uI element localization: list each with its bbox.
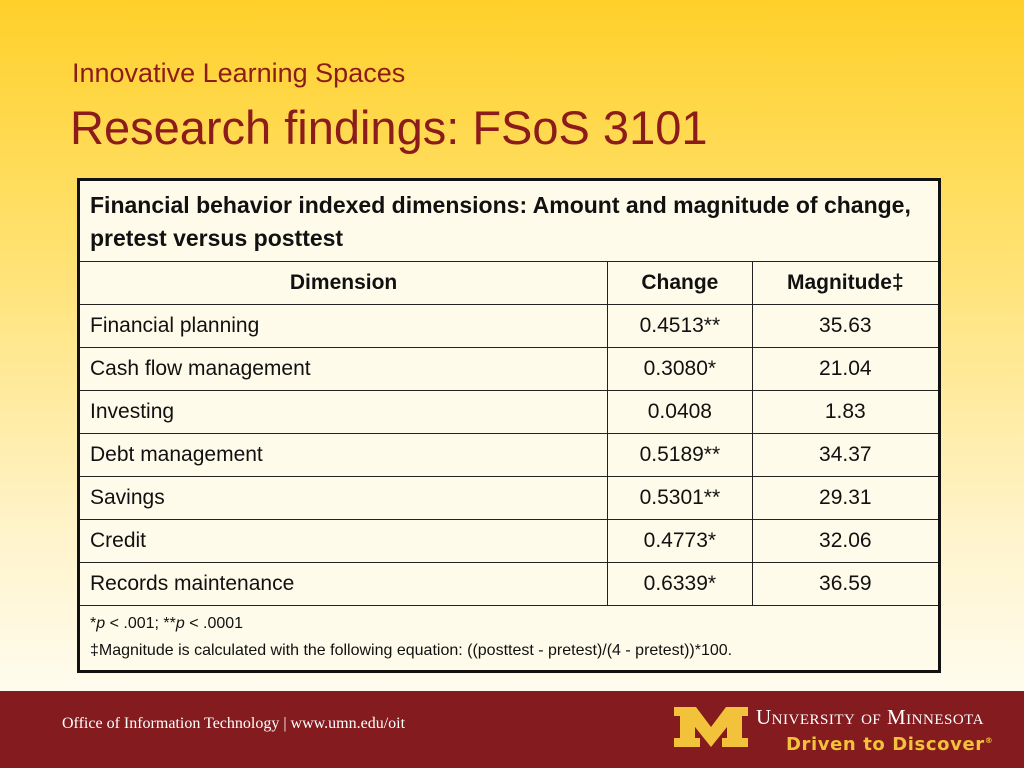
dimension-cell: Investing	[77, 390, 609, 434]
table-row: Savings 0.5301** 29.31	[77, 476, 941, 520]
significance-note: *p < .001; **p < .0001	[90, 615, 244, 632]
magnitude-cell: 32.06	[751, 519, 941, 563]
table-notes: *p < .001; **p < .0001 ‡Magnitude is cal…	[78, 605, 940, 672]
footer-bar: Office of Information Technology | www.u…	[0, 691, 1024, 768]
office-name: Office of Information Technology	[62, 715, 280, 732]
change-cell: 0.5301**	[607, 476, 753, 520]
magnitude-cell: 35.63	[751, 304, 941, 348]
table-row: Records maintenance 0.6339* 36.59	[77, 562, 941, 606]
magnitude-note: ‡Magnitude is calculated with the follow…	[90, 642, 733, 659]
dimension-cell: Records maintenance	[77, 562, 609, 606]
dimension-cell: Credit	[77, 519, 609, 563]
block-m-logo-icon	[674, 707, 748, 747]
dimension-cell: Debt management	[77, 433, 609, 477]
trademark-mark: ®	[984, 736, 994, 745]
change-cell: 0.5189**	[607, 433, 753, 477]
table-caption: Financial behavior indexed dimensions: A…	[78, 179, 940, 262]
table-row: Credit 0.4773* 32.06	[77, 519, 941, 563]
magnitude-cell: 1.83	[751, 390, 941, 434]
findings-table: Financial behavior indexed dimensions: A…	[77, 178, 941, 673]
column-header-magnitude: Magnitude‡	[751, 261, 941, 305]
table-row: Cash flow management 0.3080* 21.04	[77, 347, 941, 391]
change-cell: 0.0408	[607, 390, 753, 434]
university-name: University of Minnesota	[756, 705, 984, 729]
column-header-dimension: Dimension	[77, 261, 609, 305]
table-header-row: Dimension Change Magnitude‡	[77, 261, 941, 305]
magnitude-cell: 29.31	[751, 476, 941, 520]
footer-separator: |	[279, 715, 291, 732]
change-cell: 0.6339*	[607, 562, 753, 606]
column-header-change: Change	[607, 261, 753, 305]
magnitude-cell: 36.59	[751, 562, 941, 606]
change-cell: 0.4773*	[607, 519, 753, 563]
change-cell: 0.3080*	[607, 347, 753, 391]
slide-title: Research findings: FSoS 3101	[70, 101, 708, 154]
dimension-cell: Cash flow management	[77, 347, 609, 391]
dimension-cell: Financial planning	[77, 304, 609, 348]
slide-subtitle: Innovative Learning Spaces	[72, 58, 406, 88]
table-row: Investing 0.0408 1.83	[77, 390, 941, 434]
table-row: Financial planning 0.4513** 35.63	[77, 304, 941, 348]
table-row: Debt management 0.5189** 34.37	[77, 433, 941, 477]
slogan: Driven to Discover®	[786, 734, 994, 755]
magnitude-cell: 34.37	[751, 433, 941, 477]
change-cell: 0.4513**	[607, 304, 753, 348]
magnitude-cell: 21.04	[751, 347, 941, 391]
office-url-link[interactable]: www.umn.edu/oit	[290, 715, 406, 732]
dimension-cell: Savings	[77, 476, 609, 520]
footer-office-line: Office of Information Technology | www.u…	[62, 715, 405, 733]
